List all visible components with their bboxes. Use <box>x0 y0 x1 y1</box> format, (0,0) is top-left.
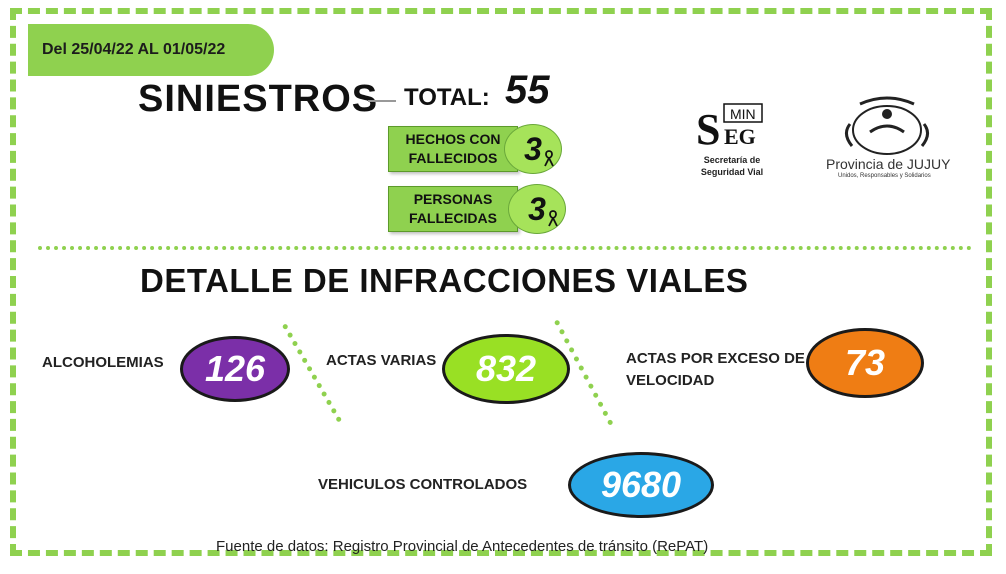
infracciones-title: DETALLE DE INFRACCIONES VIALES <box>140 262 749 299</box>
exceso-label-line1: ACTAS POR EXCESO DE <box>626 350 805 367</box>
hechos-label-line1: HECHOS CON <box>405 131 501 147</box>
title-connector-line <box>368 100 396 102</box>
seg-caption-line1: Secretaría de <box>703 155 761 165</box>
personas-value: 3 <box>528 190 546 227</box>
mourning-ribbon-icon <box>544 150 554 167</box>
hechos-value-badge: 3 <box>504 124 562 174</box>
jujuy-coat-of-arms-logo <box>845 96 929 155</box>
vehiculos-controlados-label: VEHICULOS CONTROLADOS <box>318 476 528 493</box>
svg-text:EG: EG <box>724 124 756 149</box>
exceso-velocidad-value: 73 <box>844 342 886 383</box>
actas-varias-label: ACTAS VARIAS <box>326 352 437 369</box>
mourning-ribbon-icon <box>548 210 558 227</box>
svg-text:S: S <box>696 105 720 154</box>
total-label: TOTAL: <box>404 84 490 111</box>
personas-fallecidas-box: PERSONAS FALLECIDAS <box>388 186 518 232</box>
svg-text:MIN: MIN <box>730 106 756 122</box>
seguridad-vial-logo: S MIN EG <box>696 103 763 154</box>
jujuy-title: Provincia de JUJUY <box>826 156 951 172</box>
date-range-tab: Del 25/04/22 AL 01/05/22 <box>28 24 274 76</box>
seguridad-vial-caption: Secretaría de Seguridad Vial <box>690 154 774 178</box>
actas-varias-value-ellipse: 832 <box>442 334 570 404</box>
exceso-velocidad-value-ellipse: 73 <box>806 328 924 398</box>
personas-label-line2: FALLECIDAS <box>409 210 497 226</box>
seg-caption-line2: Seguridad Vial <box>700 167 764 177</box>
vehiculos-controlados-value: 9680 <box>600 464 682 505</box>
personas-value-badge: 3 <box>508 184 566 234</box>
siniestros-title: SINIESTROS <box>138 78 379 120</box>
jujuy-subtitle: Unidos, Responsables y Solidarios <box>838 173 931 179</box>
alcoholemias-label: ALCOHOLEMIAS <box>42 354 164 371</box>
dashed-border-frame <box>10 8 992 556</box>
personas-label-line1: PERSONAS <box>413 191 493 207</box>
vehiculos-controlados-value-ellipse: 9680 <box>568 452 714 518</box>
exceso-label-line2: VELOCIDAD <box>626 372 715 389</box>
hechos-con-fallecidos-box: HECHOS CON FALLECIDOS <box>388 126 518 172</box>
alcoholemias-value: 126 <box>204 348 266 389</box>
exceso-velocidad-label: ACTAS POR EXCESO DE VELOCIDAD <box>626 348 805 392</box>
date-range-text: Del 25/04/22 AL 01/05/22 <box>42 41 226 58</box>
hechos-value: 3 <box>524 130 542 167</box>
alcoholemias-value-ellipse: 126 <box>180 336 290 402</box>
data-source-note: Fuente de datos: Registro Provincial de … <box>216 538 709 555</box>
hechos-label-line2: FALLECIDOS <box>408 150 498 166</box>
section-separator <box>38 246 972 250</box>
total-value: 55 <box>505 68 550 112</box>
actas-varias-value: 832 <box>475 348 537 389</box>
